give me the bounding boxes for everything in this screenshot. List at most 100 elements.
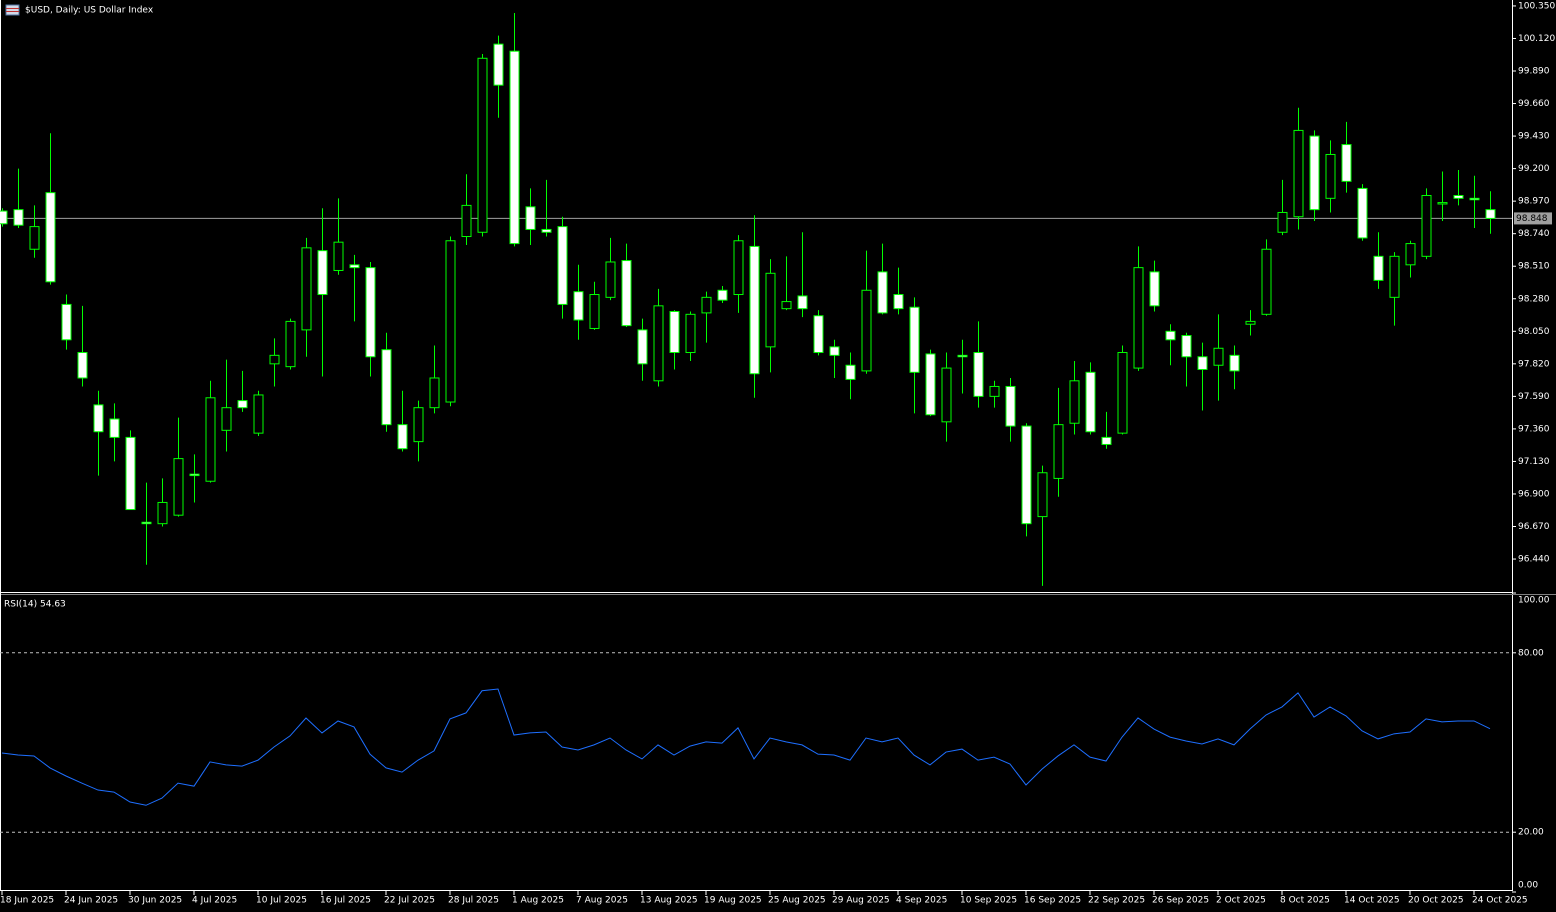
- candle-body: [1037, 472, 1048, 518]
- x-tick-label: 18 Jun 2025: [0, 896, 54, 906]
- candle-body: [301, 247, 312, 331]
- icon-frame: [5, 4, 20, 16]
- candle-body: [429, 377, 440, 409]
- candle-body: [61, 303, 72, 341]
- y-tick-label: 20.00: [1518, 828, 1544, 838]
- rsi-line: [1, 688, 1491, 806]
- candle-body: [397, 424, 408, 450]
- x-tick-label: 7 Aug 2025: [576, 896, 628, 906]
- candle-body: [797, 295, 808, 310]
- candle-body: [221, 407, 232, 431]
- candle-body: [13, 209, 24, 226]
- x-tick-label: 26 Sep 2025: [1152, 896, 1209, 906]
- candle-body: [1469, 197, 1480, 201]
- candle-body: [1021, 425, 1032, 525]
- x-tick-label: 22 Jul 2025: [384, 896, 435, 906]
- candle-body: [1437, 202, 1448, 205]
- y-tick-label: 96.670: [1518, 522, 1550, 532]
- candle-body: [413, 407, 424, 443]
- x-tick-label: 28 Jul 2025: [448, 896, 499, 906]
- x-tick-label: 14 Oct 2025: [1344, 896, 1400, 906]
- candle-body: [1133, 267, 1144, 369]
- candle-body: [1181, 335, 1192, 358]
- y-tick-label: 99.200: [1518, 164, 1550, 174]
- candle-body: [1261, 248, 1272, 315]
- y-tick-label: 97.360: [1518, 424, 1550, 434]
- y-tick-label: 97.590: [1518, 392, 1550, 402]
- candle-body: [77, 352, 88, 379]
- y-tick-label: 99.890: [1518, 67, 1550, 77]
- candle-body: [157, 501, 168, 525]
- candle-body: [173, 458, 184, 516]
- x-tick-label: 2 Oct 2025: [1216, 896, 1266, 906]
- x-tick-label: 29 Aug 2025: [832, 896, 890, 906]
- candle-body: [925, 353, 936, 416]
- current-price-box: [1514, 212, 1552, 225]
- candle-body: [365, 267, 376, 358]
- candle-body: [205, 397, 216, 482]
- y-tick-label: 96.900: [1518, 489, 1550, 499]
- candle-body: [861, 289, 872, 372]
- candle-body: [0, 210, 8, 225]
- candle-body: [557, 226, 568, 305]
- candle-body: [1117, 352, 1128, 434]
- candle-body: [1213, 347, 1224, 366]
- candle-body: [1357, 187, 1368, 239]
- candle-body: [573, 291, 584, 321]
- y-tick-label: 98.280: [1518, 294, 1550, 304]
- candle-body: [957, 354, 968, 358]
- candle-body: [269, 354, 280, 365]
- candle-body: [1101, 436, 1112, 445]
- x-tick-label: 10 Sep 2025: [960, 896, 1017, 906]
- candle-body: [1197, 356, 1208, 370]
- candle-body: [1389, 255, 1400, 298]
- candle-body: [637, 329, 648, 365]
- candle-body: [253, 394, 264, 434]
- x-tick-label: 22 Sep 2025: [1088, 896, 1145, 906]
- y-tick-label: 100.350: [1518, 1, 1555, 11]
- indicator-value: 54.63: [40, 600, 66, 610]
- y-tick-label: 99.660: [1518, 99, 1550, 109]
- candle-body: [29, 226, 40, 250]
- candle-body: [1245, 320, 1256, 325]
- x-tick-label: 24 Oct 2025: [1472, 896, 1528, 906]
- candle-body: [109, 418, 120, 438]
- indicator-name: RSI(14): [4, 600, 37, 610]
- candle-body: [845, 364, 856, 380]
- y-tick-label: 98.050: [1518, 327, 1550, 337]
- x-tick-label: 20 Oct 2025: [1408, 896, 1464, 906]
- candle-body: [1149, 271, 1160, 307]
- candle-body: [541, 228, 552, 233]
- x-tick-label: 13 Aug 2025: [640, 896, 698, 906]
- candle-body: [1421, 194, 1432, 257]
- candle-body: [717, 289, 728, 301]
- candle-body: [525, 206, 536, 230]
- candle-body: [653, 305, 664, 382]
- candle-body: [1293, 129, 1304, 218]
- candle-body: [1277, 211, 1288, 233]
- y-tick-label: 98.970: [1518, 197, 1550, 207]
- x-tick-label: 19 Aug 2025: [704, 896, 762, 906]
- y-tick-label: 80.00: [1518, 648, 1544, 658]
- candle-body: [333, 241, 344, 271]
- candle-body: [733, 240, 744, 296]
- candle-body: [749, 245, 760, 375]
- candle-body: [93, 404, 104, 433]
- candle-body: [1309, 135, 1320, 211]
- x-tick-label: 24 Jun 2025: [64, 896, 118, 906]
- candle-body: [589, 294, 600, 329]
- candle-body: [669, 310, 680, 354]
- candle-body: [1341, 144, 1352, 182]
- candle-body: [285, 320, 296, 368]
- symbol-icon: [5, 4, 20, 16]
- candle-body: [381, 349, 392, 426]
- candle-body: [685, 313, 696, 354]
- candle-body: [941, 367, 952, 423]
- candle-body: [1069, 380, 1080, 424]
- x-tick-label: 4 Sep 2025: [896, 896, 947, 906]
- x-tick-label: 16 Sep 2025: [1024, 896, 1081, 906]
- candle-body: [1485, 209, 1496, 219]
